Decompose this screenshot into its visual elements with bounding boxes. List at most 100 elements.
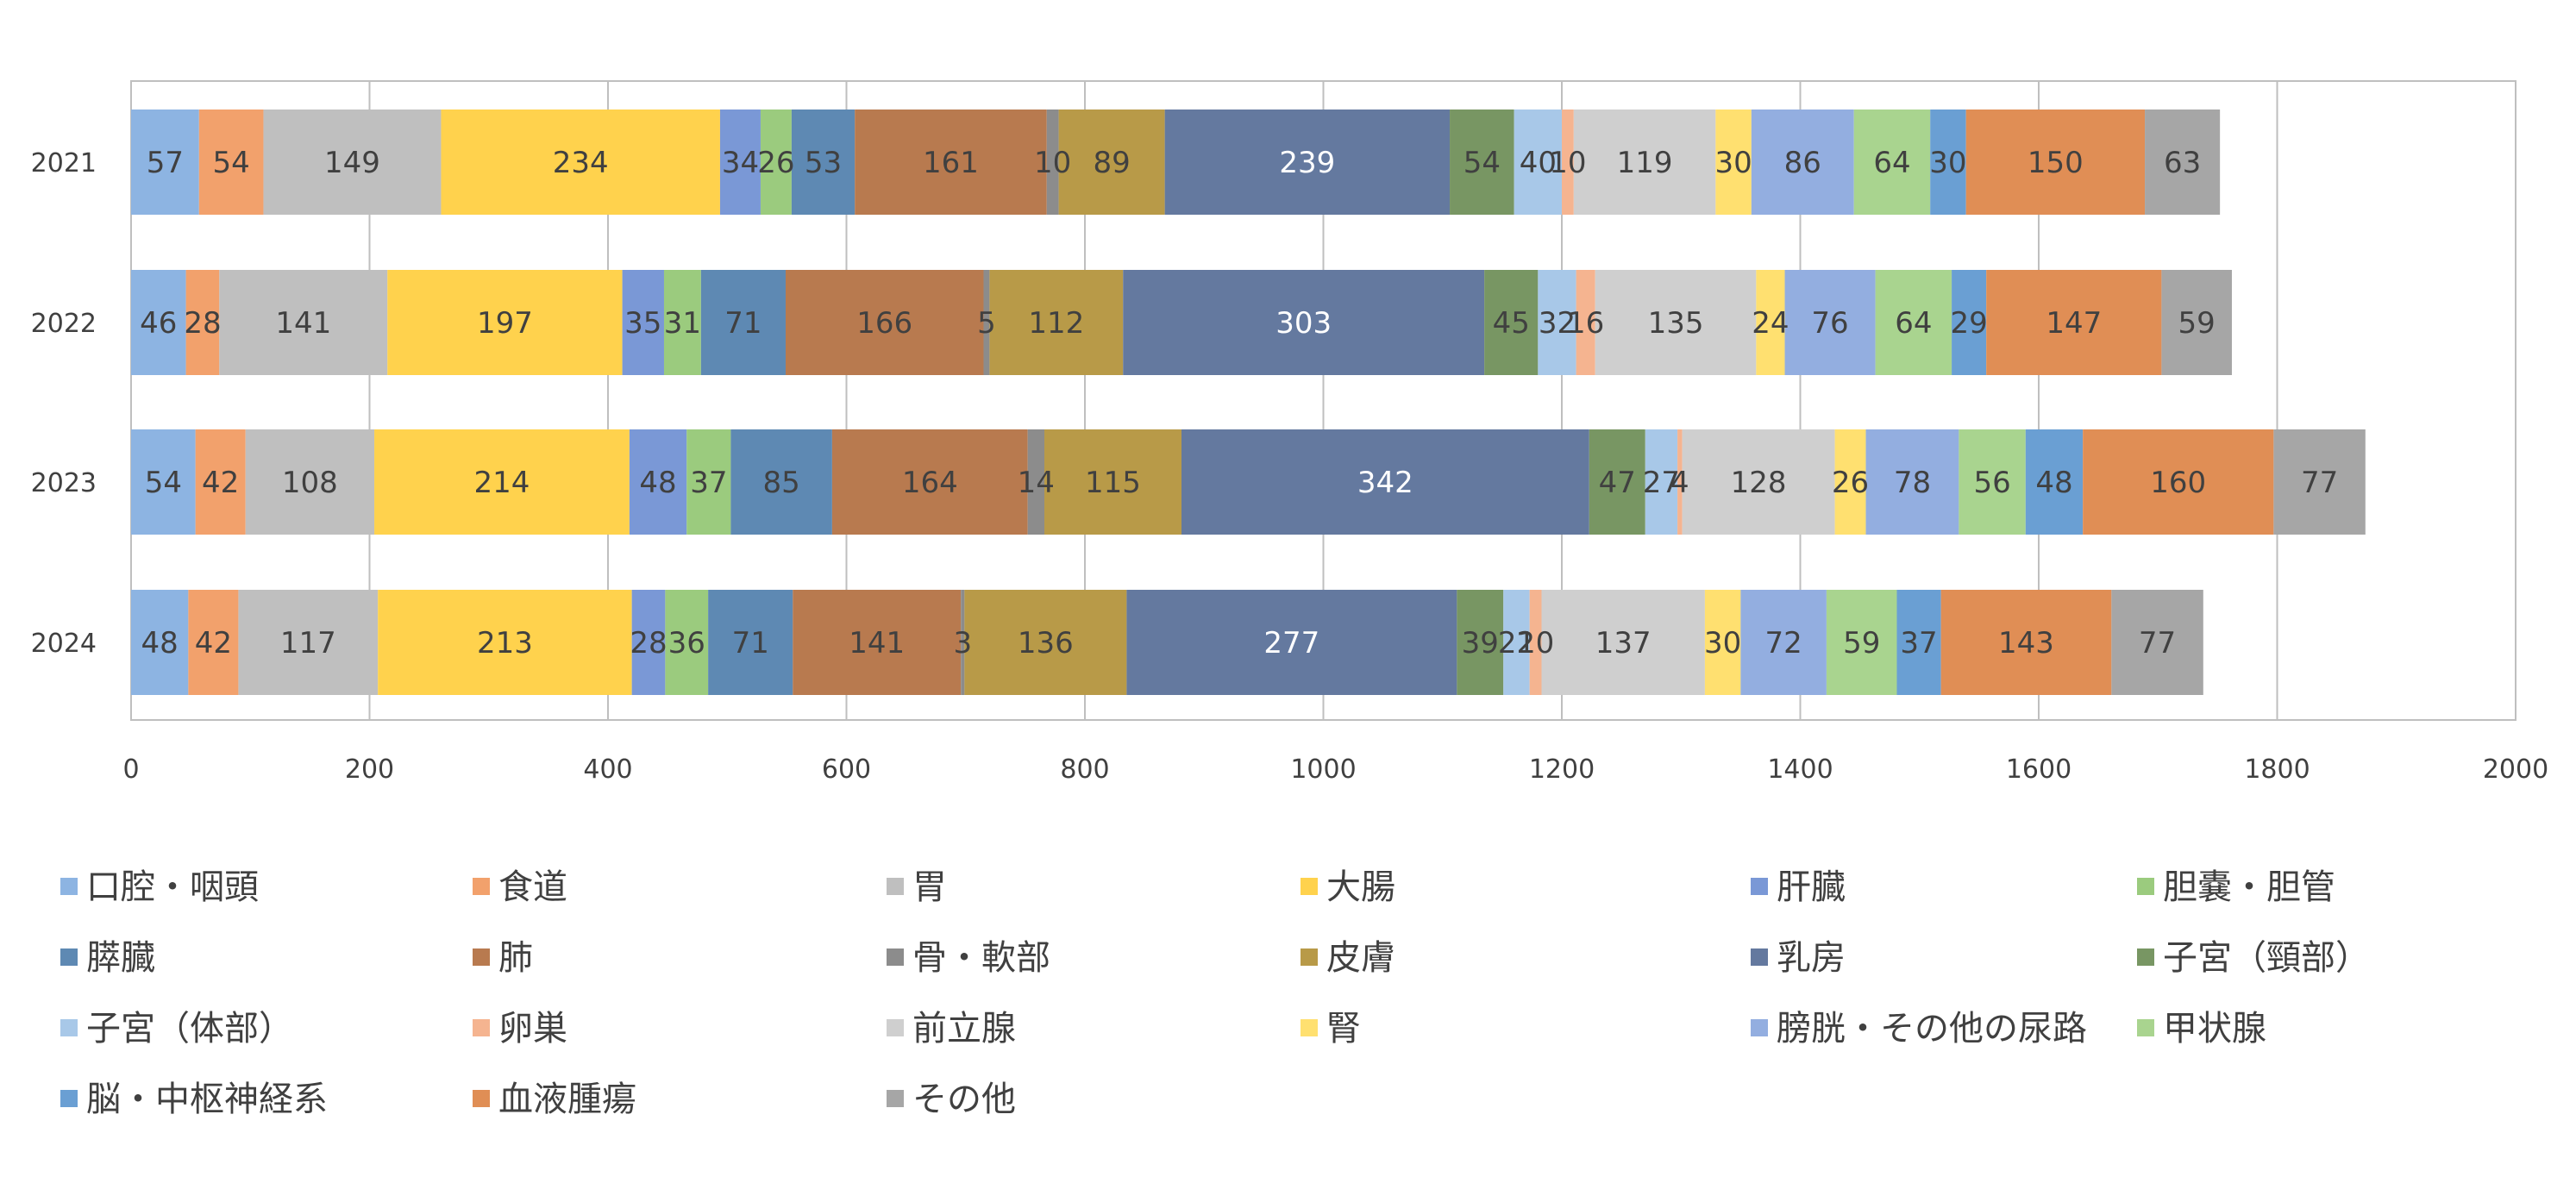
data-label: 28 [184,306,221,341]
x-tick-label: 800 [1060,754,1109,785]
data-label: 108 [282,466,338,500]
data-label: 46 [140,306,177,341]
bar-segment [378,590,632,695]
legend-swatch [473,948,490,966]
category-label: 2022 [31,309,97,339]
legend-item: 卵巣 [473,1009,567,1049]
bar-segment [1514,110,1562,215]
legend-swatch [887,878,904,895]
data-label: 29 [1950,306,1987,341]
data-label: 34 [722,146,759,180]
bar-segment [374,429,630,535]
legend-swatch [887,1090,904,1107]
data-label: 141 [275,306,331,341]
data-label: 37 [690,466,727,500]
bar-segment [631,590,666,695]
category-label: 2021 [31,148,97,178]
category-axis-labels: 2021 2022 2023 2024 [31,148,97,659]
bar-segment [1181,429,1589,535]
data-label: 59 [2178,306,2216,341]
legend-item: 胃 [887,867,947,907]
bar-segment [1027,429,1044,535]
data-label: 86 [1784,146,1821,180]
bar-segment [1865,429,1959,535]
data-label: 53 [805,146,842,180]
bar-segment [785,270,984,375]
data-label: 213 [477,626,533,660]
legend-label: 大腸 [1326,867,1395,907]
legend-swatch [1751,878,1768,895]
bar-segment [2111,590,2203,695]
data-label: 85 [763,466,800,500]
x-tick-label: 1000 [1290,754,1356,785]
bar-segment [855,110,1047,215]
data-label: 16 [1567,306,1604,341]
bar-segment [1751,110,1854,215]
x-tick-label: 1200 [1529,754,1595,785]
data-label: 71 [732,626,769,660]
data-label: 234 [553,146,609,180]
bar-segment [1677,429,1683,535]
bars [131,110,2366,695]
data-label: 39 [1462,626,1499,660]
legend-label: 甲状腺 [2163,1009,2266,1049]
bar-segment [1715,110,1752,215]
data-label: 137 [1595,626,1652,660]
legend-item: 肝臓 [1751,867,1846,907]
data-label: 119 [1617,146,1673,180]
data-label: 54 [145,466,182,500]
legend-label: 膀胱・その他の尿路 [1777,1009,2087,1049]
legend-item: 口腔・咽頭 [60,867,259,907]
data-label: 214 [474,466,530,500]
legend-swatch [60,948,78,966]
legend-swatch [60,878,78,895]
data-label: 36 [668,626,705,660]
legend-label: その他 [912,1080,1016,1119]
legend-label: 皮膚 [1326,938,1395,978]
bar-segment [791,110,856,215]
bar-segment [1784,270,1876,375]
data-label: 5 [977,306,996,341]
data-label: 54 [1463,146,1501,180]
bar-segment [1952,270,1987,375]
bar-segment [1682,429,1835,535]
bar-segment [1503,590,1530,695]
bar-segment [1046,110,1059,215]
bar-segment [185,270,220,375]
data-label: 4 [1670,466,1689,500]
bar-segment [964,590,1127,695]
data-label: 143 [1998,626,2054,660]
legend-item: 胆嚢・胆管 [2137,867,2335,907]
data-label: 56 [1973,466,2010,500]
bar-segment [1875,270,1952,375]
legend-swatch [60,1090,78,1107]
legend-swatch [2137,1019,2154,1036]
bar-segment [1123,270,1485,375]
bar-segment [1457,590,1504,695]
bar-segment [1959,429,2026,535]
legend-item: 膀胱・その他の尿路 [1751,1009,2087,1049]
data-label: 71 [724,306,762,341]
bar-segment [1573,110,1716,215]
legend-swatch [60,1019,78,1036]
x-tick-label: 2000 [2483,754,2548,785]
legend-swatch [473,1090,490,1107]
legend-item: 脳・中枢神経系 [60,1080,328,1119]
bar-segment [2273,429,2366,535]
bar-segment [665,590,709,695]
data-label: 42 [202,466,239,500]
x-tick-label: 1400 [1767,754,1833,785]
legend-item: 大腸 [1301,867,1395,907]
bar-segment [1058,110,1165,215]
legend-item: 食道 [473,867,567,907]
legend-item: 子宮（頸部） [2137,938,2370,978]
legend-swatch [473,878,490,895]
bar-segment [131,110,199,215]
bar-segment [131,270,186,375]
data-label: 72 [1765,626,1802,660]
data-label: 59 [1843,626,1880,660]
x-tick-label: 600 [822,754,871,785]
bar-segment [238,590,379,695]
data-label: 160 [2150,466,2206,500]
